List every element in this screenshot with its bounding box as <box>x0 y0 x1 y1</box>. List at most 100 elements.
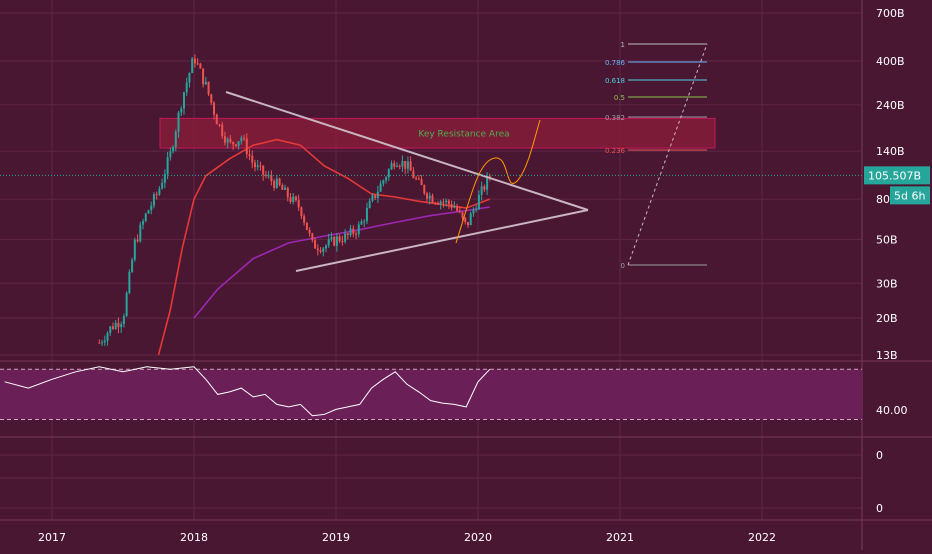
candle-body <box>275 178 278 188</box>
candle-body <box>147 210 150 214</box>
candle-body <box>436 203 439 205</box>
candle-body <box>142 221 145 225</box>
candle-body <box>322 248 325 252</box>
candle-body <box>133 239 136 260</box>
candle-body <box>483 186 486 190</box>
time-tick-label: 2022 <box>748 531 776 544</box>
candle-body <box>385 177 388 181</box>
candle-body <box>213 102 216 115</box>
time-tick-label: 2019 <box>322 531 350 544</box>
time-tick-label: 2020 <box>464 531 492 544</box>
candle-body <box>461 212 464 218</box>
candle-body <box>355 233 358 235</box>
candle-body <box>294 196 297 200</box>
candle-body <box>319 250 322 252</box>
candle-body <box>237 141 240 146</box>
price-projection <box>455 43 708 266</box>
rsi-line <box>4 366 491 417</box>
price-tick-label: 400B <box>876 55 905 68</box>
candle-body <box>349 228 352 236</box>
candle-body <box>311 233 314 241</box>
candle-body <box>136 239 139 242</box>
candle-body <box>202 68 205 85</box>
candle-body <box>174 131 177 148</box>
candle-body <box>371 195 374 201</box>
candle-body <box>256 165 259 168</box>
candle-body <box>434 202 437 204</box>
candle-body <box>122 316 125 325</box>
candle-body <box>223 136 226 143</box>
candle-body <box>486 176 489 190</box>
resistance-zone: Key Resistance Area <box>159 117 716 149</box>
time-tick-label: 2017 <box>38 531 66 544</box>
candle-body <box>196 63 199 65</box>
fib-level-label: 0 <box>621 262 625 270</box>
price-tick-label: 700B <box>876 7 905 20</box>
key-resistance-area <box>159 117 716 149</box>
candle-body <box>114 322 117 329</box>
candle-body <box>415 178 418 180</box>
candle-body <box>286 187 289 198</box>
candle-body <box>284 187 287 190</box>
candle-body <box>357 224 360 235</box>
candle-body <box>128 271 131 293</box>
rsi-polyline <box>4 366 491 417</box>
candle-body <box>335 236 338 246</box>
fib-level-label: 0.382 <box>605 114 625 122</box>
candle-body <box>103 340 106 343</box>
candle-body <box>360 221 363 225</box>
candle-body <box>406 161 409 169</box>
candle-body <box>180 108 183 113</box>
candle-body <box>191 58 194 74</box>
candle-body <box>182 92 185 109</box>
candle-body <box>101 342 104 344</box>
candle-body <box>166 157 169 174</box>
price-tick-label: 140B <box>876 145 905 158</box>
candle-body <box>346 233 349 236</box>
fib-level-label: 0.5 <box>614 94 625 102</box>
candle-body <box>344 233 347 242</box>
fibonacci-retracement: 1 0.786 0.618 0.5 0.382 0.236 0 <box>605 41 707 270</box>
candle-body <box>185 82 188 93</box>
candle-body <box>245 138 248 155</box>
candle-body <box>98 342 101 344</box>
candle-body <box>395 166 398 168</box>
candle-body <box>412 170 415 179</box>
candle-body <box>264 174 267 176</box>
candle-body <box>368 200 371 209</box>
symmetrical-triangle <box>225 91 589 272</box>
fast-moving-average <box>157 138 491 356</box>
candle-body <box>259 165 262 167</box>
candle-body <box>267 175 270 177</box>
candle-body <box>488 176 491 178</box>
rsi-panel <box>0 368 862 420</box>
price-tick-label: 240B <box>876 99 905 112</box>
candle-body <box>177 112 180 132</box>
candle-body <box>390 163 393 170</box>
candle-body <box>409 161 412 171</box>
candle-body <box>144 213 147 222</box>
candle-body <box>229 138 232 142</box>
candle-body <box>475 209 478 211</box>
price-tick-label: 50B <box>876 233 898 246</box>
candle-body <box>469 213 472 226</box>
price-badge-value: 105.507B <box>868 169 921 182</box>
fib-level-label: 0.786 <box>605 59 626 67</box>
candle-body <box>333 236 336 246</box>
candle-body <box>248 154 251 156</box>
candle-body <box>428 195 431 199</box>
time-axis[interactable]: 2017 2018 2019 2020 2021 2022 <box>38 531 776 544</box>
candle-body <box>193 58 196 64</box>
candle-body <box>439 201 442 205</box>
candle-body <box>303 216 306 223</box>
candle-body <box>281 185 284 190</box>
candlesticks <box>98 54 491 346</box>
triangle-upper-trendline <box>225 91 589 211</box>
candle-body <box>308 229 311 234</box>
countdown-badge <box>890 186 930 205</box>
candle-body <box>262 165 265 175</box>
fib-level-label: 0.618 <box>605 77 625 85</box>
